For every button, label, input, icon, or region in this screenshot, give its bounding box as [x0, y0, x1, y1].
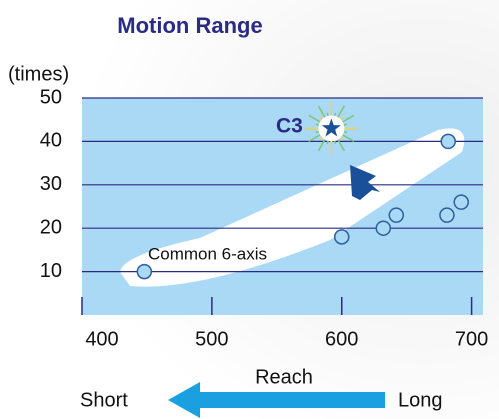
point — [454, 195, 468, 209]
point — [389, 208, 403, 222]
chart: Motion Range (times) Common 6-axis C3 Re… — [0, 0, 499, 419]
point — [137, 265, 151, 279]
y-tick-label: 50 — [40, 86, 62, 108]
y-tick-label: 20 — [40, 216, 62, 238]
x-tick-label: 600 — [325, 328, 358, 350]
long-label: Long — [398, 389, 443, 411]
point — [335, 230, 349, 244]
chart-title: Motion Range — [117, 13, 262, 38]
short-label: Short — [80, 389, 128, 411]
x-axis-label: Reach — [255, 366, 313, 388]
x-tick-label: 700 — [455, 328, 488, 350]
y-tick-label: 40 — [40, 130, 62, 152]
highlight-label: C3 — [276, 115, 303, 138]
y-tick-label: 10 — [40, 260, 62, 282]
point — [376, 221, 390, 235]
y-tick-label: 30 — [40, 173, 62, 195]
point — [441, 134, 455, 148]
group-label: Common 6-axis — [148, 244, 267, 263]
x-tick-label: 500 — [195, 328, 228, 350]
y-axis-label: (times) — [8, 63, 69, 85]
point — [440, 208, 454, 222]
x-tick-label: 400 — [85, 328, 118, 350]
